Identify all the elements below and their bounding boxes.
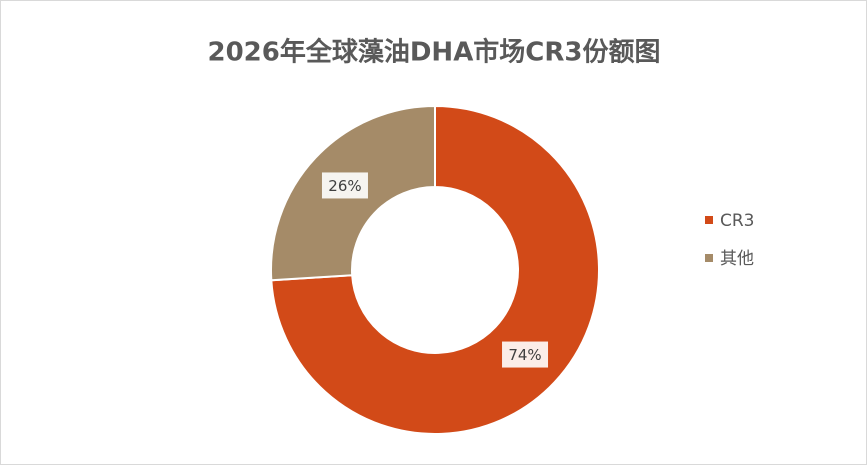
legend-label: CR3 [720,211,755,231]
value-label: 26% [328,177,361,195]
chart-title: 2026年全球藻油DHA市场CR3份额图 [207,37,660,68]
value-label: 74% [508,346,541,364]
value-label-box [321,172,368,199]
legend-swatch [705,254,713,262]
legend-swatch [705,216,713,224]
legend-label: 其他 [720,249,754,269]
value-label-box [502,341,549,368]
